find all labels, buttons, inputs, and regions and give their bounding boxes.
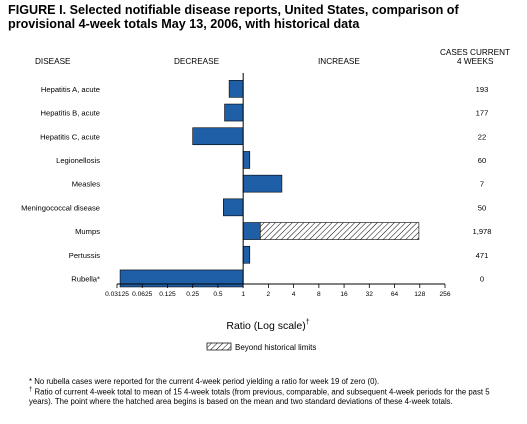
category-label: Legionellosis	[56, 156, 100, 165]
bar	[223, 198, 244, 217]
header-decrease: DECREASE	[174, 57, 220, 66]
bar	[242, 245, 251, 264]
x-axis-label: Ratio (Log scale)†	[226, 319, 309, 332]
category-label: Measles	[72, 180, 100, 189]
cases-value: 471	[476, 251, 489, 260]
bar	[242, 151, 251, 169]
x-tick-label: 64	[391, 291, 399, 298]
x-tick-label: 0.125	[159, 291, 176, 298]
footnote-dagger: † Ratio of current 4-week total to mean …	[29, 387, 490, 406]
category-label: Rubella*	[71, 274, 100, 283]
x-tick-label: 4	[292, 291, 296, 298]
category-label: Hepatitis A, acute	[41, 85, 100, 94]
bar	[228, 80, 244, 98]
footnote-star: * No rubella cases were reported for the…	[29, 377, 380, 386]
category-label: Hepatitis C, acute	[40, 132, 100, 141]
bar	[242, 174, 283, 193]
cases-value: 193	[476, 85, 489, 94]
cases-value: 60	[478, 156, 486, 165]
x-tick-label: 0.25	[186, 291, 199, 298]
header-cases-line2: 4 WEEKS	[457, 57, 494, 66]
category-label: Meningococcal disease	[21, 203, 100, 212]
cases-value: 1,978	[472, 227, 491, 236]
legend-label: Beyond historical limits	[235, 343, 316, 352]
category-label: Mumps	[75, 227, 100, 236]
x-tick-label: 256	[439, 291, 450, 298]
header-increase: INCREASE	[318, 57, 360, 66]
x-tick-label: 2	[267, 291, 271, 298]
category-label: Hepatitis B, acute	[40, 109, 100, 118]
cases-value: 177	[476, 109, 489, 118]
category-label: Pertussis	[69, 251, 100, 260]
cases-value: 22	[478, 132, 486, 141]
x-tick-label: 128	[414, 291, 425, 298]
x-tick-label: 0.03125	[105, 291, 129, 298]
cases-value: 0	[480, 274, 484, 283]
x-tick-label: 8	[317, 291, 321, 298]
chart-title: FIGURE I. Selected notifiable disease re…	[8, 3, 459, 31]
cases-value: 50	[478, 203, 486, 212]
x-tick-label: 0.5	[213, 291, 222, 298]
x-tick-label: 1	[241, 291, 245, 298]
x-tick-label: 32	[366, 291, 374, 298]
x-tick-label: 0.0625	[132, 291, 153, 298]
bar	[242, 222, 261, 240]
header-disease: DISEASE	[35, 57, 71, 66]
cases-value: 7	[480, 180, 484, 189]
x-tick-label: 16	[340, 291, 348, 298]
bar	[192, 127, 244, 146]
legend-hatch-swatch	[206, 342, 232, 351]
bar	[224, 103, 244, 122]
bar-beyond-historical-limits	[259, 222, 420, 240]
header-cases-line1: CASES CURRENT	[440, 48, 511, 57]
